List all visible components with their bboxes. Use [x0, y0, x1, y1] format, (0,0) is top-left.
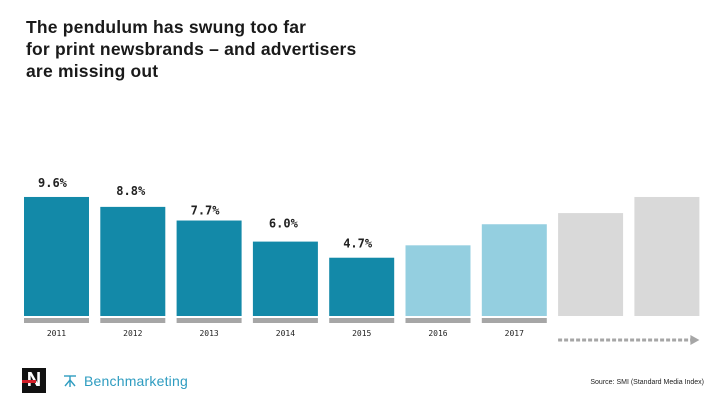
bar-2016	[405, 245, 471, 316]
data-label: 6.0%	[269, 217, 299, 231]
x-tick-label: 2011	[47, 329, 66, 338]
slide-title: The pendulum has swung too far for print…	[26, 17, 357, 81]
bar-future-8	[634, 196, 700, 316]
benchmarketing-wordmark: Benchmarketing	[84, 373, 188, 389]
baseline-segment	[481, 318, 547, 323]
newsworks-logo: N	[22, 368, 46, 393]
x-tick-label: 2017	[505, 329, 524, 338]
x-tick-label: 2015	[352, 329, 371, 338]
baseline-segment	[405, 318, 471, 323]
x-tick-label: 2014	[276, 329, 295, 338]
data-label: 4.7%	[343, 237, 373, 251]
bar-2012	[100, 206, 166, 316]
newsworks-red-strip	[22, 380, 36, 383]
data-label: 9.6%	[38, 176, 68, 190]
bar-future-7	[558, 213, 624, 316]
bar-2013	[176, 220, 242, 316]
x-tick-label: 2016	[428, 329, 447, 338]
data-label: 7.7%	[191, 204, 221, 218]
benchmarketing-logo: Benchmarketing	[62, 371, 188, 391]
x-tick-label: 2012	[123, 329, 142, 338]
baseline-segment	[329, 318, 395, 323]
baseline-segment	[176, 318, 242, 323]
baseline-segment	[100, 318, 166, 323]
baseline-segment	[252, 318, 318, 323]
benchmarketing-mark-icon	[64, 375, 76, 387]
bar-2015	[329, 257, 395, 316]
x-tick-label: 2013	[199, 329, 218, 338]
bar-2011	[24, 196, 89, 316]
source-note: Source: SMI (Standard Media Index)	[590, 379, 704, 386]
baseline-segment	[24, 318, 89, 323]
arrow-head-icon	[690, 335, 700, 345]
data-label: 8.8%	[116, 184, 146, 198]
bar-2017	[481, 224, 547, 316]
bar-2014	[252, 241, 318, 316]
